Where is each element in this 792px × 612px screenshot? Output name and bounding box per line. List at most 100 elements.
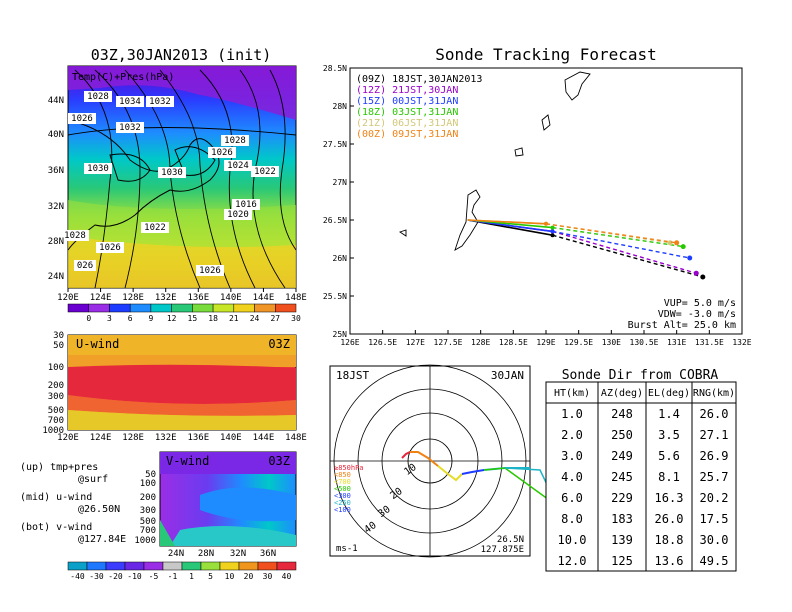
polar-lat-label: 26.5N [497,535,524,545]
surface-map-plot: 1028 1034 1032 1026 1032 1028 1026 1030 1030 1024… [61,65,297,289]
table-cell: 229 [611,491,633,505]
u-wind-x-tick-label: 140E [220,433,242,443]
wind-colorbar-label: 20 [244,572,254,581]
wind-colorbar-label: 30 [263,572,273,581]
map-x-tick-label: 124E [90,293,112,303]
map-x-tick-label: 140E [220,293,242,303]
tracking-legend-entry: (00Z) 09JST,31JAN [356,129,458,140]
u-wind-x-tick-label: 136E [187,433,209,443]
table-header-cell: EL(deg) [648,388,690,399]
isobar-label: 1020 [227,210,249,220]
colorbar-label: 3 [107,314,112,323]
colorbar-swatch [129,303,152,313]
colorbar-label: 18 [208,314,218,323]
wind-colorbar-swatch [86,561,107,571]
polar-legend-entry: <300 [334,492,351,500]
wind-colorbar-label: 10 [225,572,235,581]
colorbar-label: 30 [291,314,301,323]
isobar-label-box [158,167,186,178]
table-cell: 125 [611,554,633,568]
tracking-x-tick-label: 130E [602,338,621,347]
tracking-series-forecast [552,230,690,259]
wind-colorbar-swatch [124,561,145,571]
u-wind-y-tick-label: 1000 [42,426,64,436]
isobar-label-box [116,122,144,133]
map-y-tick-label: 24N [48,272,64,282]
v-wind-x-tick-label: 28N [198,549,214,559]
isobar-label-box [221,135,249,146]
isobar-label-box [141,222,169,233]
u-wind-plot [67,334,297,431]
tracking-series-endpoint [693,270,699,276]
wind-colorbar-label: 5 [208,572,213,581]
tracking-x-tick-label: 129E [536,338,555,347]
u-wind-x-tick-label: 132E [155,433,177,443]
tracking-series-endpoint [687,255,693,261]
isobar-label: 1024 [227,161,249,171]
table-cell: 27.1 [700,428,729,442]
wind-colorbar-label: -10 [127,572,142,581]
isobar-label: 1030 [87,164,109,174]
wind-colorbar-label: -5 [149,572,159,581]
v-wind-y-tick-label: 100 [140,479,156,489]
u-wind-y-tick-label: 30 [53,331,64,341]
polar-legend-entry: <250 [334,499,351,507]
tracking-series-midpoint [550,233,555,238]
colorbar-label: 21 [229,314,239,323]
isobar-label: 1032 [119,123,141,133]
tracking-series-midpoint [550,225,555,230]
colorbar-label: 0 [86,314,91,323]
v-wind-y-tick-label: 300 [140,506,156,516]
table-cell: 1.0 [561,407,583,421]
param-vdw: VDW= -3.0 m/s [658,309,736,320]
polar-plot [329,364,531,558]
isobar-label: 1026 [99,243,121,253]
param-burst: Burst Alt= 25.0 km [628,320,736,331]
isobar-label: 1026 [211,148,233,158]
tracking-x-tick-label: 126E [340,338,359,347]
isobar-label: 1032 [149,97,171,107]
colorbar-swatch [192,303,214,313]
isobar-label-box [208,147,236,158]
isobar-label: 1028 [64,231,86,241]
wind-colorbar-label: -40 [70,572,85,581]
tracking-series [467,219,706,280]
tracking-series-midpoint [550,229,555,234]
tracking-land [398,71,591,251]
polar-legend-entry: <100 [334,506,351,514]
isobar-label: 1026 [71,114,93,124]
tracking-legend-entry: (21Z) 06JST,31JAN [356,118,458,129]
isobar-label: 026 [77,261,93,271]
wind-colorbar-swatch [67,561,88,571]
tracking-y-tick-label: 28N [333,102,348,111]
u-wind-y-tick-label: 500 [48,406,64,416]
polar-legend-entry: <850 [334,471,351,479]
v-wind-y-tick-label: 700 [140,526,156,536]
table-frame [545,381,737,572]
table-header-cell: RNG(km) [693,388,735,399]
v-wind-y-tick-label: 50 [145,470,156,480]
tracking-x-tick-label: 128.5E [499,338,528,347]
surface-map-x-ticks: 120E 124E 128E 132E 136E 140E 144E 148E [57,288,307,303]
u-wind-x-ticks: 120E 124E 128E 132E 136E 140E 144E 148E [57,433,307,443]
colorbar-swatch [67,303,89,313]
note-bot: (bot) v-wind [20,522,92,533]
table-cell: 12.0 [558,554,587,568]
colorbar-label: 24 [250,314,260,323]
isobar-label: 1016 [235,200,257,210]
isobar-label: 1034 [119,97,141,107]
map-y-tick-label: 40N [48,130,64,140]
table-cell: 16.3 [655,491,684,505]
tracking-legend-entry: (09Z) 18JST,30JAN2013 [356,74,482,85]
tracking-y-tick-label: 28.5N [323,64,347,73]
colorbar-label: 9 [148,314,153,323]
wind-colorbar-swatch [257,561,278,571]
temperature-colorbar: 0 3 6 9 12 15 18 21 24 27 30 [67,303,301,323]
tracking-x-tick-label: 131E [667,338,686,347]
isobar-label: 1022 [144,223,166,233]
wind-colorbar-swatch [238,561,259,571]
colorbar-swatch [254,303,276,313]
table-cell: 4.0 [561,470,583,484]
table-cell: 17.5 [700,512,729,526]
